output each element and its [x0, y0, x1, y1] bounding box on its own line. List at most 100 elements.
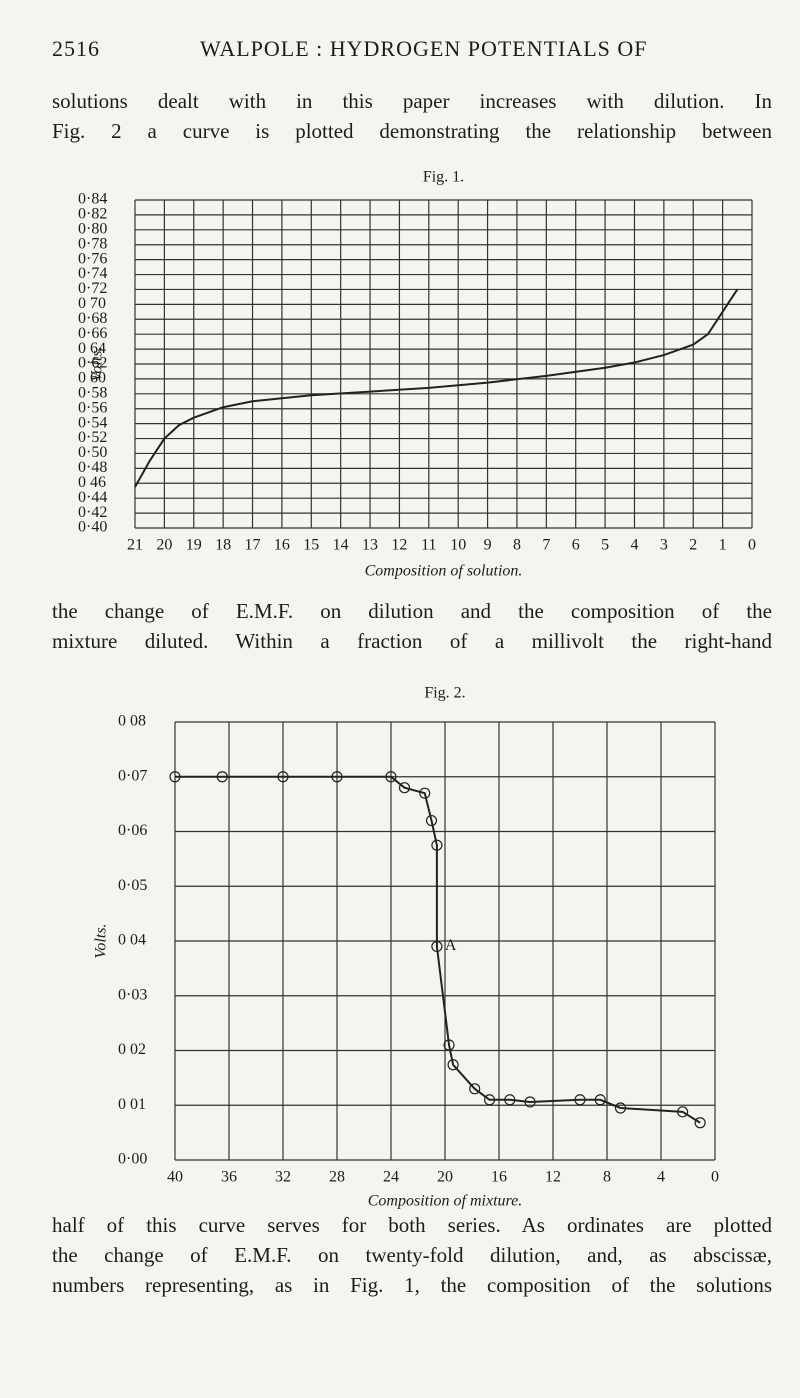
y-tick-label: 0 60	[78, 370, 106, 387]
y-tick-label: 0·84	[78, 191, 107, 208]
paragraph: the change of E.M.F. on dilution and the…	[52, 596, 772, 656]
figure-title: Fig. 2.	[424, 685, 465, 702]
x-tick-label: 16	[274, 537, 290, 554]
data-point	[676, 1106, 689, 1118]
x-tick-label: 20	[437, 1169, 453, 1186]
x-axis-label: Composition of mixture.	[368, 1193, 523, 1210]
x-tick-label: 8	[603, 1169, 611, 1186]
text-line: the change of E.M.F. on twenty-fold dilu…	[52, 1243, 772, 1267]
annotation: A	[445, 937, 457, 954]
y-tick-label: 0·72	[78, 280, 107, 297]
y-tick-label: 0·66	[78, 325, 107, 342]
x-tick-label: 4	[630, 537, 638, 554]
x-tick-label: 0	[748, 537, 756, 554]
text-line: solutions dealt with in this paper incre…	[52, 89, 772, 113]
x-tick-label: 12	[391, 537, 407, 554]
y-tick-label: 0·52	[78, 429, 107, 446]
y-tick-label: 0 08	[118, 713, 146, 730]
paragraph: solutions dealt with in this paper incre…	[52, 86, 772, 146]
x-tick-label: 19	[186, 537, 202, 554]
text-line: numbers representing, as in Fig. 1, the …	[52, 1273, 772, 1297]
x-tick-label: 40	[167, 1169, 183, 1186]
x-tick-label: 7	[542, 537, 550, 554]
x-tick-label: 11	[421, 537, 436, 554]
x-tick-label: 17	[245, 537, 261, 554]
x-tick-label: 9	[484, 537, 492, 554]
data-point	[614, 1102, 627, 1114]
y-axis-label: Volts.	[93, 923, 110, 958]
data-point	[447, 1059, 459, 1071]
data-point	[277, 771, 289, 783]
y-axis-label: Volts.	[89, 346, 106, 381]
y-tick-label: 0·78	[78, 235, 107, 252]
x-tick-label: 16	[491, 1169, 507, 1186]
x-tick-label: 10	[450, 537, 466, 554]
y-tick-label: 0·80	[78, 220, 107, 237]
x-tick-label: 14	[333, 537, 349, 554]
x-tick-label: 5	[601, 537, 609, 554]
paragraph: half of this curve serves for both serie…	[52, 1210, 772, 1300]
curve	[175, 775, 701, 1124]
x-tick-label: 32	[275, 1169, 291, 1186]
x-tick-label: 8	[513, 537, 521, 554]
running-title: WALPOLE : HYDROGEN POTENTIALS OF	[200, 36, 648, 61]
text-line: half of this curve serves for both serie…	[52, 1213, 772, 1237]
x-tick-label: 1	[719, 537, 727, 554]
data-point	[431, 940, 443, 953]
y-tick-label: 0·06	[118, 822, 147, 839]
y-tick-label: 0·54	[78, 414, 107, 431]
data-point	[425, 814, 438, 827]
data-point	[504, 1094, 516, 1106]
text-line: mixture diluted. Within a fraction of a …	[52, 629, 772, 653]
text-line: the change of E.M.F. on dilution and the…	[52, 599, 772, 623]
x-tick-label: 6	[572, 537, 580, 554]
y-tick-label: 0 04	[118, 932, 146, 949]
data-point	[483, 1094, 496, 1106]
y-tick-label: 0·62	[78, 355, 107, 372]
data-point	[431, 839, 443, 851]
y-tick-label: 0·82	[78, 206, 107, 223]
y-tick-label: 0·50	[78, 444, 107, 461]
data-point	[469, 1083, 481, 1095]
y-tick-label: 0·76	[78, 250, 107, 267]
x-tick-label: 28	[329, 1169, 345, 1186]
figure-title: Fig. 1.	[423, 169, 464, 186]
data-point	[443, 1039, 455, 1051]
x-axis-label: Composition of solution.	[365, 563, 523, 580]
x-tick-label: 21	[127, 537, 143, 554]
data-point	[169, 771, 181, 783]
text-line: Fig. 2 a curve is plotted demonstrating …	[52, 119, 772, 143]
curve	[134, 288, 739, 488]
data-point	[216, 771, 228, 783]
data-point	[524, 1096, 536, 1108]
y-tick-label: 0·05	[118, 877, 147, 894]
data-point	[385, 771, 397, 783]
y-tick-label: 0·56	[78, 399, 107, 416]
y-tick-label: 0 02	[118, 1041, 146, 1058]
y-tick-label: 0·68	[78, 310, 107, 327]
data-point	[694, 1117, 706, 1129]
y-tick-label: 0·00	[118, 1151, 147, 1168]
x-tick-label: 24	[383, 1169, 399, 1186]
y-tick-label: 0·07	[118, 767, 147, 784]
y-tick-label: 0·40	[78, 519, 107, 536]
data-point	[594, 1094, 606, 1106]
y-tick-label: 0·03	[118, 986, 147, 1003]
y-tick-label: 0·58	[78, 384, 107, 401]
x-tick-label: 4	[657, 1169, 665, 1186]
y-tick-label: 0 46	[78, 474, 106, 491]
y-tick-label: 0·44	[78, 489, 107, 506]
x-tick-label: 3	[660, 537, 668, 554]
y-tick-label: 0·42	[78, 504, 107, 521]
x-tick-label: 18	[215, 537, 231, 554]
y-tick-label: 0 01	[118, 1096, 146, 1113]
page-number: 2516	[52, 36, 100, 61]
y-tick-label: 0·48	[78, 459, 107, 476]
data-point	[331, 771, 343, 783]
y-tick-label: 0 70	[78, 295, 106, 312]
x-tick-label: 0	[711, 1169, 719, 1186]
x-tick-label: 20	[156, 537, 172, 554]
x-tick-label: 2	[689, 537, 697, 554]
